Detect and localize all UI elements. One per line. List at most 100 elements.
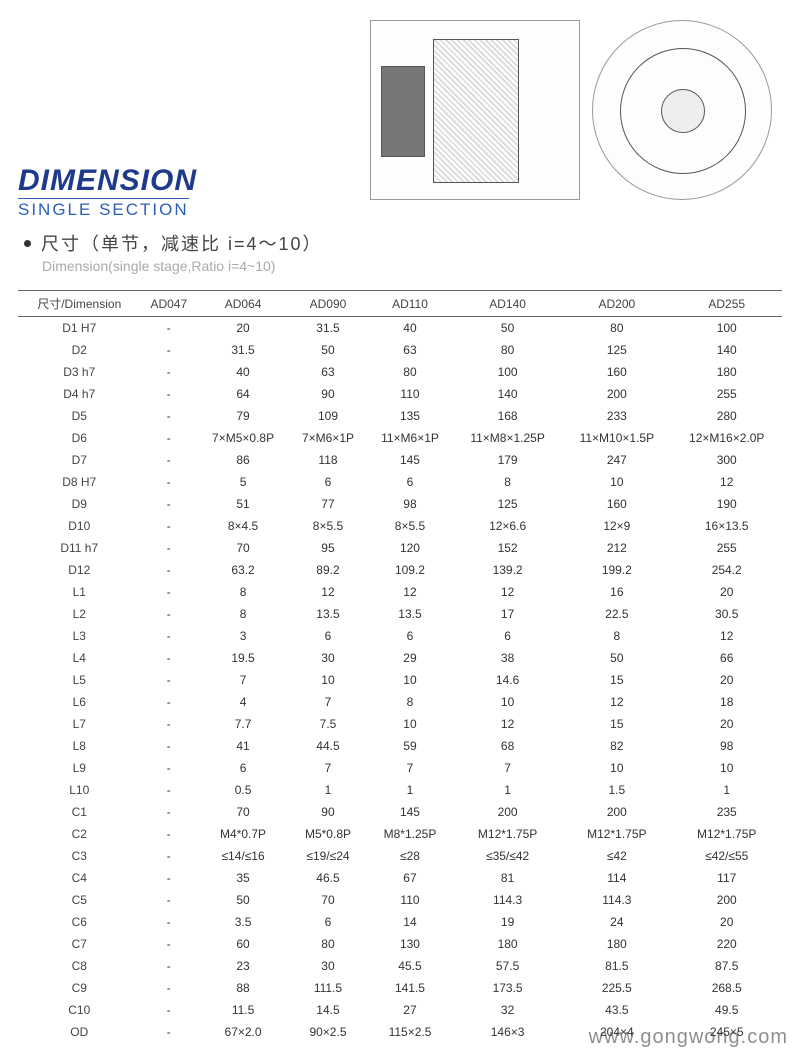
table-row: C7-6080130180180220 — [18, 933, 782, 955]
table-cell: 20 — [671, 713, 782, 735]
table-cell: - — [140, 867, 197, 889]
table-cell: - — [140, 911, 197, 933]
table-cell: 180 — [671, 361, 782, 383]
table-cell: 15 — [562, 713, 671, 735]
table-cell: 110 — [367, 383, 453, 405]
table-cell: 19 — [453, 911, 562, 933]
row-key: L8 — [18, 735, 140, 757]
table-cell: 13.5 — [289, 603, 367, 625]
table-row: C6-3.5614192420 — [18, 911, 782, 933]
table-cell: 80 — [453, 339, 562, 361]
table-row: L8-4144.559688298 — [18, 735, 782, 757]
table-cell: 12×6.6 — [453, 515, 562, 537]
table-cell: 17 — [453, 603, 562, 625]
table-cell: 13.5 — [367, 603, 453, 625]
row-key: D3 h7 — [18, 361, 140, 383]
table-row: D1 H7-2031.5405080100 — [18, 317, 782, 340]
table-cell: 95 — [289, 537, 367, 559]
table-cell: 98 — [671, 735, 782, 757]
table-cell: 63 — [367, 339, 453, 361]
row-key: D6 — [18, 427, 140, 449]
table-cell: 145 — [367, 449, 453, 471]
table-cell: - — [140, 735, 197, 757]
row-key: L6 — [18, 691, 140, 713]
table-cell: 50 — [197, 889, 289, 911]
table-cell: - — [140, 493, 197, 515]
section-title-en: Dimension(single stage,Ratio i=4~10) — [42, 258, 782, 274]
diagram-front-view — [592, 20, 772, 200]
table-cell: - — [140, 713, 197, 735]
row-key: L5 — [18, 669, 140, 691]
table-cell: 300 — [671, 449, 782, 471]
table-cell: - — [140, 339, 197, 361]
table-cell: - — [140, 823, 197, 845]
table-cell: 6 — [197, 757, 289, 779]
table-cell: 44.5 — [289, 735, 367, 757]
table-cell: 109.2 — [367, 559, 453, 581]
table-cell: 79 — [197, 405, 289, 427]
table-row: C2-M4*0.7PM5*0.8PM8*1.25PM12*1.75PM12*1.… — [18, 823, 782, 845]
table-cell: - — [140, 801, 197, 823]
table-cell: ≤19/≤24 — [289, 845, 367, 867]
table-cell: 140 — [453, 383, 562, 405]
row-key: D2 — [18, 339, 140, 361]
table-cell: 7×M6×1P — [289, 427, 367, 449]
table-cell: 90 — [289, 801, 367, 823]
table-cell: - — [140, 757, 197, 779]
table-cell: 80 — [367, 361, 453, 383]
table-cell: 11×M8×1.25P — [453, 427, 562, 449]
table-cell: 31.5 — [197, 339, 289, 361]
row-key: D10 — [18, 515, 140, 537]
table-row: D6-7×M5×0.8P7×M6×1P11×M6×1P11×M8×1.25P11… — [18, 427, 782, 449]
table-cell: 20 — [197, 317, 289, 340]
table-cell: 12 — [671, 471, 782, 493]
table-cell: ≤35/≤42 — [453, 845, 562, 867]
table-cell: 40 — [367, 317, 453, 340]
table-cell: 7×M5×0.8P — [197, 427, 289, 449]
row-key: C2 — [18, 823, 140, 845]
table-cell: 125 — [453, 493, 562, 515]
table-cell: M5*0.8P — [289, 823, 367, 845]
table-cell: - — [140, 779, 197, 801]
table-cell: 247 — [562, 449, 671, 471]
table-cell: 200 — [453, 801, 562, 823]
table-cell: 87.5 — [671, 955, 782, 977]
table-cell: 14 — [367, 911, 453, 933]
table-cell: 100 — [453, 361, 562, 383]
table-cell: 233 — [562, 405, 671, 427]
table-cell: 145 — [367, 801, 453, 823]
table-cell: 11×M10×1.5P — [562, 427, 671, 449]
table-cell: 146×3 — [453, 1021, 562, 1043]
table-cell: ≤42 — [562, 845, 671, 867]
table-cell: 255 — [671, 537, 782, 559]
row-key: L10 — [18, 779, 140, 801]
table-row: D10-8×4.58×5.58×5.512×6.612×916×13.5 — [18, 515, 782, 537]
table-row: D11 h7-7095120152212255 — [18, 537, 782, 559]
row-key: L1 — [18, 581, 140, 603]
table-cell: 179 — [453, 449, 562, 471]
table-cell: 12 — [562, 691, 671, 713]
table-row: D4 h7-6490110140200255 — [18, 383, 782, 405]
table-cell: 16 — [562, 581, 671, 603]
table-cell: 12 — [453, 581, 562, 603]
table-cell: 100 — [671, 317, 782, 340]
table-cell: 200 — [562, 383, 671, 405]
heading-sub: SINGLE SECTION — [18, 198, 189, 220]
row-key: L7 — [18, 713, 140, 735]
table-cell: 11×M6×1P — [367, 427, 453, 449]
table-row: L3-3666812 — [18, 625, 782, 647]
table-cell: 7 — [453, 757, 562, 779]
table-cell: ≤42/≤55 — [671, 845, 782, 867]
table-cell: 152 — [453, 537, 562, 559]
row-key: L4 — [18, 647, 140, 669]
table-cell: - — [140, 317, 197, 340]
table-cell: 130 — [367, 933, 453, 955]
row-key: D11 h7 — [18, 537, 140, 559]
table-cell: 41 — [197, 735, 289, 757]
table-cell: 66 — [671, 647, 782, 669]
table-row: L4-19.53029385066 — [18, 647, 782, 669]
table-cell: 15 — [562, 669, 671, 691]
table-cell: 0.5 — [197, 779, 289, 801]
table-row: D8 H7-56681012 — [18, 471, 782, 493]
table-cell: 43.5 — [562, 999, 671, 1021]
